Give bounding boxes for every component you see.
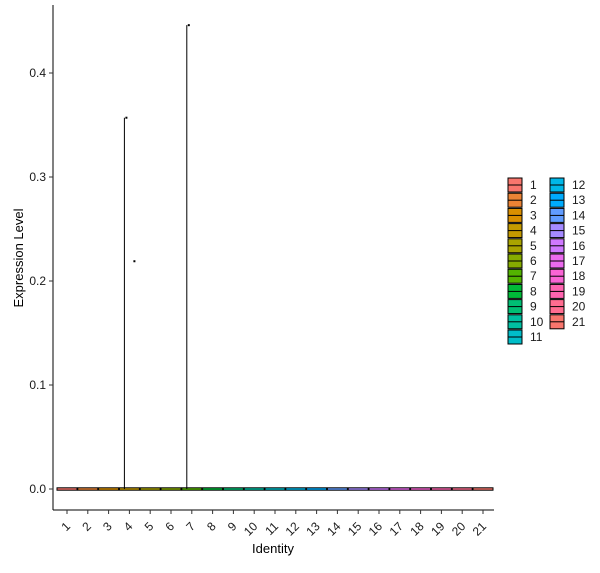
legend-label: 5 [530,239,537,253]
legend-label: 3 [530,208,537,222]
legend-label: 8 [530,284,537,298]
violin-body [118,487,140,491]
violin-body [264,487,286,491]
legend-label: 16 [572,239,586,253]
violin-body [243,487,265,491]
legend-label: 18 [572,269,586,283]
legend-label: 21 [572,315,586,329]
violin-body [77,487,99,491]
y-tick-label: 0.1 [29,378,46,392]
legend-label: 15 [572,224,586,238]
x-tick-label: 7 [183,519,198,534]
x-tick-label: 21 [470,519,490,539]
legend-label: 2 [530,193,537,207]
data-point [133,260,136,263]
legend-label: 17 [572,254,586,268]
x-tick-label: 11 [262,519,281,538]
y-tick-label: 0.2 [29,274,46,288]
plot-marks [56,24,494,491]
x-tick-label: 19 [428,519,448,539]
violin-body [368,487,390,491]
legend-label: 14 [572,208,586,222]
x-ticks: 1 2 3 4 5 6 7 8 9 10 11 12 13 14 15 16 17 18 19 20 21 [58,510,489,539]
y-tick-label: 0.0 [29,482,46,496]
violin-body [306,487,328,491]
legend-label: 6 [530,254,537,268]
x-tick-label: 17 [387,519,407,539]
violin-body [202,487,224,491]
data-point [187,24,190,27]
legend-label: 19 [572,284,586,298]
violin-body [222,487,244,491]
violin-body [451,487,473,491]
legend-label: 11 [530,330,543,344]
y-axis-title: Expression Level [11,208,26,307]
legend-label: 12 [572,178,586,192]
x-tick-label: 4 [121,519,136,534]
violin-body [98,487,120,491]
y-ticks: 0.0 0.1 0.2 0.3 0.4 [29,66,53,496]
violin-body [347,487,369,491]
y-tick-label: 0.3 [29,170,46,184]
violin-body [139,487,161,491]
x-tick-label: 14 [324,519,344,539]
violin-body [472,487,494,491]
x-tick-label: 6 [162,519,177,534]
x-tick-label: 2 [79,519,94,534]
violin-body [430,487,452,491]
data-point [125,116,128,119]
violin-body [160,487,182,491]
legend-label: 13 [572,193,586,207]
x-tick-label: 18 [407,519,427,539]
x-axis-title: Identity [252,541,294,556]
x-tick-label: 3 [100,519,115,534]
legend-label: 9 [530,300,537,314]
x-tick-label: 13 [303,519,323,539]
legend-label: 20 [572,300,586,314]
x-tick-label: 12 [283,519,303,539]
violin-body [285,487,307,491]
violin-body [181,487,203,491]
y-tick-label: 0.4 [29,66,46,80]
x-tick-label: 1 [58,519,73,534]
axes [52,5,494,511]
x-tick-label: 16 [366,519,386,539]
x-tick-label: 8 [204,519,219,534]
x-tick-label: 20 [449,519,469,539]
legend-label: 7 [530,269,537,283]
x-tick-label: 5 [142,519,157,534]
violin-body [389,487,411,491]
x-tick-label: 10 [241,519,261,539]
x-tick-label: 9 [225,519,240,534]
legend-label: 10 [530,315,544,329]
x-tick-label: 15 [345,519,365,539]
violin-body [410,487,432,491]
violin-body [326,487,348,491]
violin-body [56,487,78,491]
legend-label: 1 [530,178,537,192]
legend-label: 4 [530,224,537,238]
